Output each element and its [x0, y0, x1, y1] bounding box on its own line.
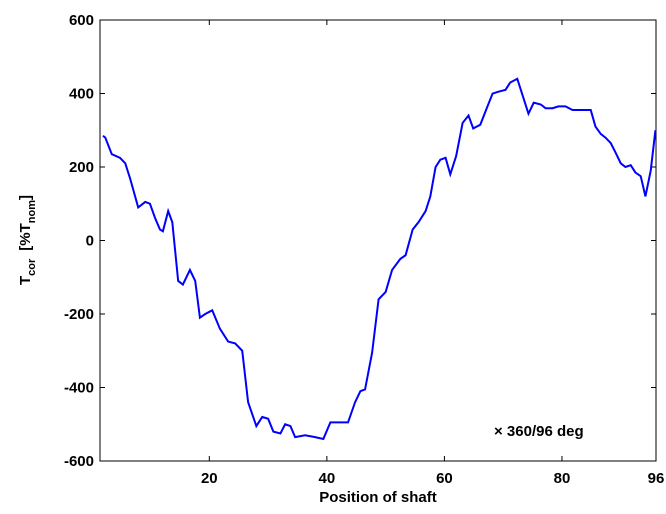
y-tick-label: 600 [69, 12, 94, 29]
y-tick-label: -600 [64, 453, 94, 470]
y-tick-label: 400 [69, 86, 94, 103]
x-tick-label: 80 [554, 470, 571, 487]
x-tick-label: 20 [201, 470, 218, 487]
y-tick-label: 0 [86, 233, 94, 250]
y-label-unit-sub: nom [26, 200, 38, 223]
x-tick-label: 60 [436, 470, 453, 487]
plot-frame [99, 19, 657, 462]
x-tick-label: 96 [648, 470, 665, 487]
y-axis-label: Tcor [%Tnom] [17, 195, 38, 285]
y-tick-label: -400 [64, 380, 94, 397]
y-label-unit-close: ] [17, 195, 34, 200]
y-tick-label: 200 [69, 159, 94, 176]
x-axis-label: Position of shaft [319, 489, 437, 506]
y-label-unit: [%T [17, 223, 34, 251]
x-tick-label: 40 [319, 470, 336, 487]
data-line [102, 77, 657, 441]
annotation: × 360/96 deg [494, 423, 584, 440]
y-label-main: T [17, 276, 34, 285]
y-label-sub: cor [26, 258, 38, 276]
y-tick-label: -200 [64, 306, 94, 323]
